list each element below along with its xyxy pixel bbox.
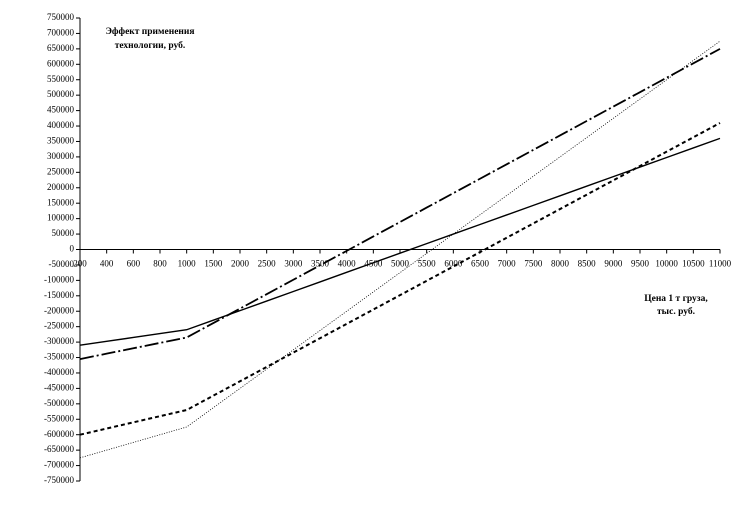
y-tick-label: -50000 bbox=[49, 259, 75, 269]
y-tick-label: 150000 bbox=[47, 197, 75, 207]
x-tick-label: 1000 bbox=[178, 259, 197, 269]
x-axis-title: тыс. руб. bbox=[657, 306, 695, 317]
x-tick-label: 5000 bbox=[391, 259, 410, 269]
y-tick-label: 250000 bbox=[47, 166, 75, 176]
x-tick-label: 9500 bbox=[631, 259, 650, 269]
y-tick-label: 350000 bbox=[47, 136, 75, 146]
y-tick-label: -100000 bbox=[44, 274, 74, 284]
y-tick-label: 600000 bbox=[47, 58, 75, 68]
y-tick-label: -750000 bbox=[44, 475, 74, 485]
y-tick-label: -250000 bbox=[44, 321, 74, 331]
series-line bbox=[79, 122, 721, 436]
x-axis-title: Цена 1 т груза, bbox=[644, 294, 708, 304]
y-tick-label: 700000 bbox=[47, 27, 75, 37]
x-tick-label: 8000 bbox=[551, 259, 570, 269]
y-tick-label: 100000 bbox=[47, 213, 75, 223]
y-tick-label: 750000 bbox=[47, 12, 75, 22]
y-tick-label: -150000 bbox=[44, 290, 74, 300]
x-tick-label: 3000 bbox=[284, 259, 303, 269]
y-tick-label: 450000 bbox=[47, 105, 75, 115]
y-tick-label: 300000 bbox=[47, 151, 75, 161]
x-tick-label: 200 bbox=[73, 259, 87, 269]
x-tick-label: 10000 bbox=[655, 259, 678, 269]
x-tick-label: 7500 bbox=[524, 259, 543, 269]
y-tick-label: -550000 bbox=[44, 413, 74, 423]
y-tick-label: 500000 bbox=[47, 89, 75, 99]
y-tick-label: -400000 bbox=[44, 367, 74, 377]
x-tick-label: 8500 bbox=[578, 259, 597, 269]
x-tick-label: 7000 bbox=[498, 259, 517, 269]
x-tick-label: 4000 bbox=[338, 259, 357, 269]
y-tick-label: -350000 bbox=[44, 352, 74, 362]
y-tick-label: 50000 bbox=[52, 228, 75, 238]
x-tick-label: 6500 bbox=[471, 259, 490, 269]
x-tick-label: 2000 bbox=[231, 259, 250, 269]
x-tick-label: 10500 bbox=[682, 259, 705, 269]
series-line bbox=[79, 48, 721, 360]
y-tick-label: 650000 bbox=[47, 43, 75, 53]
y-tick-label: -300000 bbox=[44, 336, 74, 346]
x-tick-label: 9000 bbox=[604, 259, 623, 269]
x-tick-label: 1500 bbox=[204, 259, 223, 269]
y-tick-label: -200000 bbox=[44, 305, 74, 315]
y-tick-label: -600000 bbox=[44, 429, 74, 439]
x-tick-label: 400 bbox=[100, 259, 114, 269]
x-tick-label: 4500 bbox=[364, 259, 383, 269]
x-tick-label: 6000 bbox=[444, 259, 463, 269]
x-tick-label: 3500 bbox=[311, 259, 330, 269]
y-axis-title: технологии, руб. bbox=[115, 40, 186, 51]
y-tick-label: -500000 bbox=[44, 398, 74, 408]
x-tick-label: 11000 bbox=[709, 259, 732, 269]
y-tick-label: 550000 bbox=[47, 74, 75, 84]
x-tick-label: 5500 bbox=[418, 259, 437, 269]
y-axis-title: Эффект применения bbox=[105, 26, 194, 37]
y-tick-label: 0 bbox=[70, 244, 75, 254]
x-tick-label: 800 bbox=[153, 259, 167, 269]
y-tick-label: -450000 bbox=[44, 382, 74, 392]
y-tick-label: -700000 bbox=[44, 460, 74, 470]
x-tick-label: 600 bbox=[127, 259, 141, 269]
y-tick-label: -650000 bbox=[44, 444, 74, 454]
y-tick-label: 200000 bbox=[47, 182, 75, 192]
x-tick-label: 2500 bbox=[258, 259, 277, 269]
y-tick-label: 400000 bbox=[47, 120, 75, 130]
series-line bbox=[79, 40, 721, 459]
series-line bbox=[79, 137, 721, 346]
